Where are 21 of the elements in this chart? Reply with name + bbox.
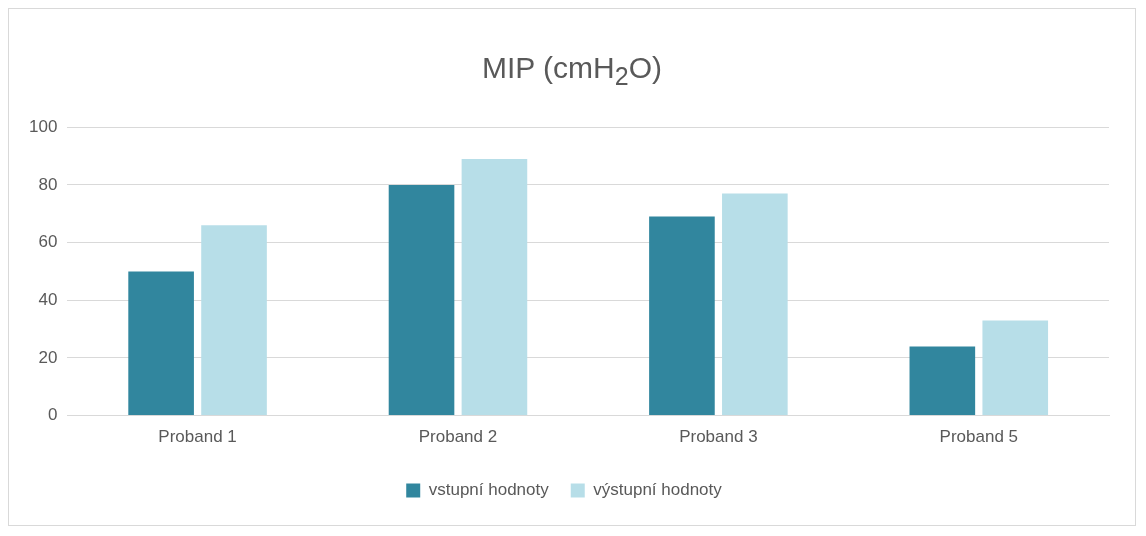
y-tick-label: 80 bbox=[38, 174, 58, 194]
bar bbox=[982, 320, 1049, 416]
y-tick-label: 40 bbox=[38, 289, 58, 309]
bar bbox=[649, 216, 715, 416]
bar bbox=[722, 193, 788, 416]
x-tick-label: Proband 1 bbox=[158, 427, 237, 447]
bar bbox=[461, 158, 528, 416]
legend-label: výstupní hodnoty bbox=[593, 480, 723, 500]
bar bbox=[201, 225, 267, 416]
bar bbox=[128, 271, 194, 416]
chart-title: MIP (cmH$_{2}$O) bbox=[481, 50, 663, 92]
bar bbox=[909, 346, 976, 416]
y-tick-label: 20 bbox=[38, 347, 58, 367]
x-tick-label: Proband 3 bbox=[679, 427, 758, 447]
x-tick-label: Proband 2 bbox=[418, 427, 498, 447]
y-tick-label: 100 bbox=[28, 116, 58, 136]
legend-label: vstupní hodnoty bbox=[428, 480, 550, 500]
x-tick-label: Proband 5 bbox=[939, 427, 1019, 447]
y-tick-label: 0 bbox=[47, 405, 58, 425]
y-tick-label: 60 bbox=[38, 232, 58, 252]
bar bbox=[388, 184, 455, 416]
